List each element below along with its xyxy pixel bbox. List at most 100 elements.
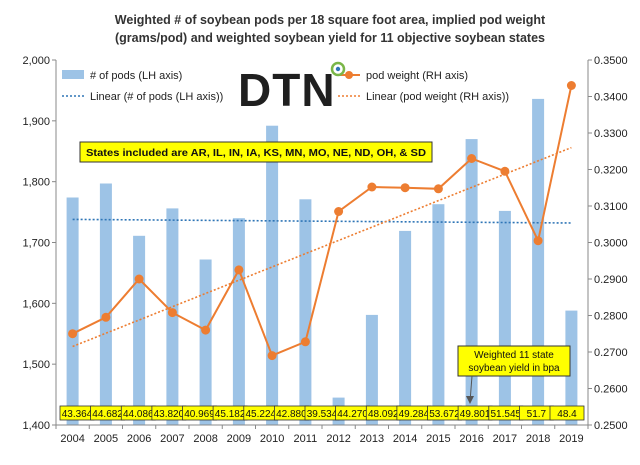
tick-label-x: 2006 — [127, 433, 151, 445]
bar-2005 — [99, 183, 112, 425]
yield-label: 51.545 — [491, 409, 522, 420]
tick-label-right: 0.3100 — [594, 201, 628, 213]
tick-label-x: 2017 — [493, 433, 517, 445]
point-pod-weight-2013 — [367, 182, 377, 192]
legend-label-pods-trend: Linear (# of pods (LH axis)) — [90, 91, 223, 103]
tick-label-right: 0.2600 — [594, 384, 628, 396]
tick-label-x: 2004 — [60, 433, 84, 445]
tick-label-right: 0.3000 — [594, 238, 628, 250]
tick-label-right: 0.2500 — [594, 420, 628, 432]
yield-note-arrowhead — [466, 396, 474, 404]
legend-marker-pod-weight — [345, 71, 353, 79]
tick-label-x: 2019 — [559, 433, 583, 445]
tick-label-x: 2014 — [393, 433, 417, 445]
point-pod-weight-2015 — [433, 184, 443, 194]
tick-label-right: 0.3500 — [594, 55, 628, 67]
bar-2017 — [498, 210, 511, 425]
dtn-logo: DTN — [238, 64, 336, 116]
chart-title-line-2: (grams/pod) and weighted soybean yield f… — [115, 31, 545, 45]
legend-label-pod-weight: pod weight (RH axis) — [366, 70, 468, 82]
yield-label: 45.224 — [246, 409, 277, 420]
yield-label: 49.801 — [460, 409, 491, 420]
tick-label-x: 2010 — [260, 433, 284, 445]
bar-2008 — [199, 259, 212, 425]
bar-2009 — [232, 218, 245, 425]
point-pod-weight-2011 — [300, 337, 310, 347]
yield-label: 44.270 — [337, 409, 368, 420]
states-note-box — [79, 141, 433, 163]
tick-label-right: 0.2900 — [594, 274, 628, 286]
legend-label-pods: # of pods (LH axis) — [90, 70, 182, 82]
yield-label: 43.364 — [62, 409, 93, 420]
dtn-logo-dot-icon — [335, 66, 341, 72]
bar-2004 — [66, 197, 79, 425]
tick-label-x: 2013 — [360, 433, 384, 445]
yield-label: 44.682 — [92, 409, 123, 420]
tick-label-x: 2016 — [459, 433, 483, 445]
point-pod-weight-2014 — [400, 183, 410, 193]
bar-2011 — [299, 199, 312, 425]
bar-2014 — [399, 230, 412, 425]
tick-label-x: 2005 — [94, 433, 118, 445]
point-pod-weight-2009 — [234, 265, 244, 275]
point-pod-weight-2005 — [101, 312, 111, 322]
bar-2018 — [532, 98, 545, 426]
chart-title-line-1: Weighted # of soybean pods per 18 square… — [115, 13, 546, 27]
yield-note-line-2: soybean yield in bpa — [468, 363, 560, 374]
yield-label: 44.086 — [123, 409, 154, 420]
yield-label: 49.284 — [399, 409, 430, 420]
overlay: 43.364 44.682 44.086 43.820 40.969 45.182 45.2… — [59, 61, 585, 421]
tick-label-x: 2015 — [426, 433, 450, 445]
tick-label-x: 2008 — [193, 433, 217, 445]
point-pod-weight-2006 — [134, 274, 144, 284]
tick-label-right: 0.2700 — [594, 347, 628, 359]
bar-2019 — [565, 310, 578, 425]
tick-label-right: 0.3400 — [594, 92, 628, 104]
tick-label-x: 2007 — [160, 433, 184, 445]
series-line-pod-weight — [72, 85, 573, 357]
tick-label-left: 1,900 — [22, 116, 50, 128]
point-pod-weight-2004 — [68, 329, 78, 339]
yield-label: 48.092 — [368, 409, 399, 420]
yield-label: 43.820 — [154, 409, 185, 420]
tick-label-x: 2009 — [227, 433, 251, 445]
legend-swatch-pods — [62, 70, 84, 79]
tick-label-left: 1,400 — [22, 420, 50, 432]
point-pod-weight-2016 — [467, 154, 477, 163]
legend-label-pod-weight-trend: Linear (pod weight (RH axis)) — [366, 91, 509, 103]
states-note: States included are AR, IL, IN, IA, KS, … — [86, 147, 426, 159]
yield-label: 53.672 — [429, 409, 460, 420]
point-pod-weight-2007 — [167, 308, 177, 318]
tick-label-left: 1,700 — [22, 238, 50, 250]
yield-label: 40.969 — [184, 409, 215, 420]
tick-label-x: 2018 — [526, 433, 550, 445]
bar-2010 — [266, 125, 279, 425]
tick-label-x: 2011 — [294, 433, 318, 445]
tick-label-right: 0.3200 — [594, 165, 628, 177]
tick-label-left: 2,000 — [22, 55, 50, 67]
yield-note-box — [457, 345, 571, 377]
point-pod-weight-2019 — [566, 81, 576, 90]
yield-label-box — [549, 405, 585, 421]
yield-label: 48.4 — [557, 409, 577, 420]
tick-label-left: 1,800 — [22, 177, 50, 189]
tick-label-left: 1,500 — [22, 359, 50, 371]
yield-label: 42.880 — [276, 409, 307, 420]
trendline-pod-weight — [72, 146, 572, 348]
yield-label: 45.182 — [215, 409, 246, 420]
yield-label: 51.7 — [527, 409, 547, 420]
point-pod-weight-2017 — [500, 166, 510, 176]
dtn-logo-mark-icon — [330, 61, 346, 77]
bar-2013 — [365, 314, 378, 425]
tick-label-x: 2012 — [326, 433, 350, 445]
bar-2006 — [133, 235, 146, 425]
tick-label-right: 0.3300 — [594, 128, 628, 140]
bar-2015 — [432, 204, 445, 425]
point-pod-weight-2010 — [267, 351, 277, 361]
point-pod-weight-2012 — [334, 207, 344, 216]
point-pod-weight-2018 — [533, 236, 543, 246]
point-pod-weight-2008 — [201, 325, 211, 335]
tick-label-left: 1,600 — [22, 298, 50, 310]
